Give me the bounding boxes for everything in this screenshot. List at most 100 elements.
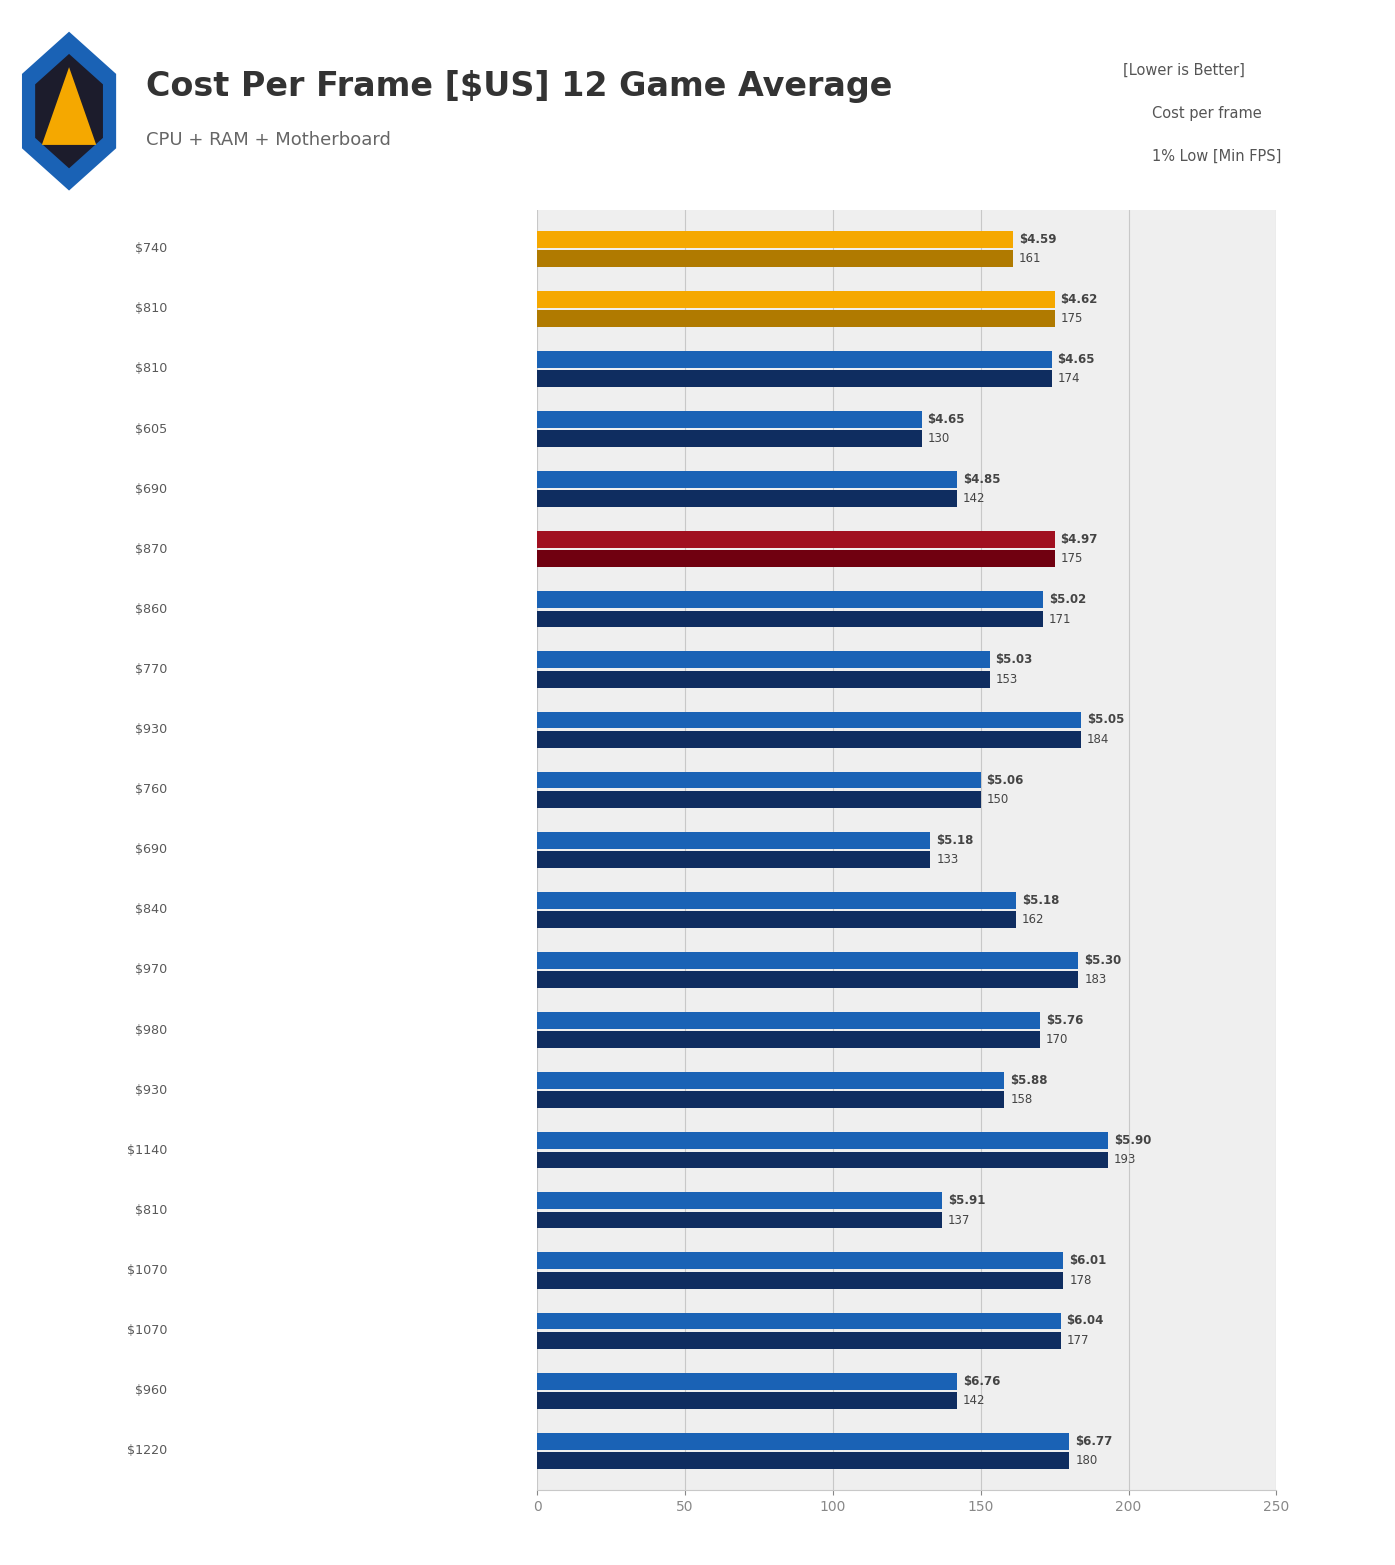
Bar: [537, 911, 1016, 928]
Bar: [537, 1252, 1063, 1269]
Bar: [537, 712, 1081, 728]
Text: 133: 133: [936, 853, 958, 865]
Text: Cost per frame: Cost per frame: [1152, 106, 1262, 122]
Bar: [537, 551, 1055, 568]
Text: $6.77: $6.77: [1076, 1435, 1113, 1448]
Bar: [537, 1373, 957, 1390]
Bar: [537, 731, 1081, 748]
Text: $5.76: $5.76: [1046, 1014, 1083, 1027]
Bar: [537, 1452, 1070, 1470]
Text: 184: 184: [1087, 732, 1109, 745]
Text: CPU + RAM + Motherboard: CPU + RAM + Motherboard: [146, 131, 392, 150]
Text: 150: 150: [986, 793, 1009, 806]
Text: $970: $970: [127, 964, 167, 977]
Text: $5.05: $5.05: [1087, 714, 1124, 726]
Bar: [537, 430, 922, 448]
Bar: [537, 1391, 957, 1408]
Text: $1070: $1070: [119, 1324, 167, 1337]
Text: 174: 174: [1057, 372, 1080, 385]
Text: 153: 153: [996, 673, 1018, 685]
Text: [Lower is Better]: [Lower is Better]: [1123, 63, 1244, 78]
Text: 1% Low [Min FPS]: 1% Low [Min FPS]: [1152, 149, 1282, 164]
Text: 175: 175: [1060, 311, 1083, 326]
Text: $960: $960: [127, 1383, 167, 1398]
Text: $930: $930: [127, 723, 167, 736]
Text: $810: $810: [127, 1203, 167, 1218]
Bar: [537, 1332, 1060, 1349]
Text: 161: 161: [1020, 252, 1042, 264]
Bar: [537, 892, 1016, 909]
Text: $5.91: $5.91: [949, 1194, 985, 1207]
Bar: [537, 250, 1013, 266]
Text: $605: $605: [127, 423, 167, 435]
Text: $5.06: $5.06: [986, 773, 1024, 787]
Text: $5.18: $5.18: [936, 834, 974, 847]
Bar: [537, 1091, 1004, 1108]
Bar: [537, 651, 989, 668]
Text: $5.03: $5.03: [996, 653, 1032, 667]
Bar: [537, 790, 981, 808]
Text: $6.01: $6.01: [1070, 1255, 1106, 1268]
Text: $4.97: $4.97: [1060, 534, 1098, 546]
Text: $1220: $1220: [119, 1444, 167, 1457]
Text: 162: 162: [1023, 912, 1045, 926]
Text: $860: $860: [127, 603, 167, 617]
Bar: [537, 1131, 1108, 1149]
Polygon shape: [22, 31, 116, 191]
Bar: [537, 1013, 1039, 1028]
Bar: [537, 671, 989, 687]
Bar: [537, 1313, 1060, 1329]
Text: $810: $810: [127, 363, 167, 376]
Bar: [537, 471, 957, 488]
Text: $1140: $1140: [119, 1144, 167, 1157]
Text: $5.18: $5.18: [1023, 894, 1059, 906]
Bar: [537, 1072, 1004, 1089]
Bar: [537, 310, 1055, 327]
Bar: [537, 1031, 1039, 1049]
Bar: [537, 610, 1043, 628]
Text: 142: 142: [963, 493, 985, 505]
Bar: [537, 291, 1055, 308]
Text: $4.85: $4.85: [963, 473, 1000, 487]
Text: $1070: $1070: [119, 1265, 167, 1277]
Bar: [537, 531, 1055, 548]
Bar: [537, 412, 922, 427]
Text: Cost Per Frame [$US] 12 Game Average: Cost Per Frame [$US] 12 Game Average: [146, 70, 893, 103]
Bar: [537, 851, 930, 869]
Bar: [537, 1193, 942, 1210]
Bar: [537, 1211, 942, 1229]
Text: 183: 183: [1084, 973, 1106, 986]
Text: $5.30: $5.30: [1084, 955, 1122, 967]
Bar: [537, 1272, 1063, 1288]
Text: $870: $870: [127, 543, 167, 556]
Text: 180: 180: [1076, 1454, 1098, 1466]
Text: 130: 130: [928, 432, 950, 444]
Text: $690: $690: [127, 844, 167, 856]
Bar: [537, 772, 981, 789]
Bar: [537, 490, 957, 507]
Bar: [537, 592, 1043, 609]
Text: $4.65: $4.65: [928, 413, 965, 426]
Text: $6.76: $6.76: [963, 1374, 1000, 1388]
Text: $840: $840: [127, 903, 167, 917]
Text: 193: 193: [1113, 1153, 1136, 1166]
Bar: [537, 351, 1052, 368]
Text: $760: $760: [127, 782, 167, 797]
Text: 158: 158: [1010, 1094, 1032, 1106]
Text: $5.90: $5.90: [1113, 1135, 1151, 1147]
Text: $5.02: $5.02: [1049, 593, 1085, 606]
Text: 177: 177: [1066, 1333, 1089, 1347]
Text: 175: 175: [1060, 552, 1083, 565]
Polygon shape: [35, 53, 103, 169]
Bar: [537, 371, 1052, 387]
Text: $770: $770: [127, 664, 167, 676]
Polygon shape: [42, 67, 96, 146]
Text: $4.59: $4.59: [1020, 233, 1056, 246]
Bar: [537, 230, 1013, 247]
Text: $6.04: $6.04: [1066, 1315, 1103, 1327]
Text: 137: 137: [949, 1213, 971, 1227]
Text: $980: $980: [127, 1024, 167, 1036]
Text: $740: $740: [127, 243, 167, 255]
Text: $930: $930: [127, 1083, 167, 1097]
Text: $690: $690: [127, 482, 167, 496]
